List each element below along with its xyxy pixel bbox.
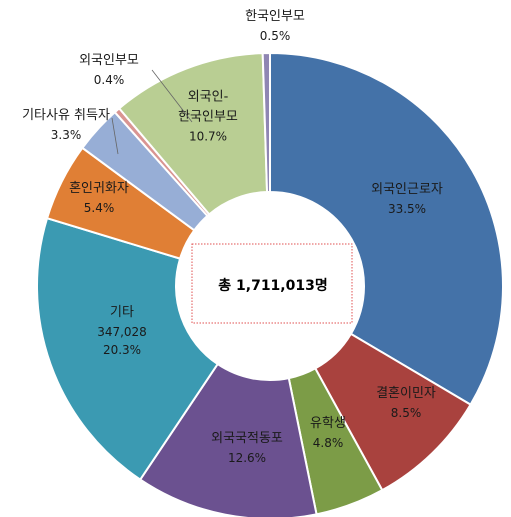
leader-line-6 (111, 117, 119, 155)
slice-label-2: 유학생 4.8% (310, 416, 346, 450)
slice-value-2: 4.8% (313, 436, 344, 450)
slice-9 (261, 51, 271, 194)
slice-name-1: 결혼이민자 (376, 386, 436, 401)
slice-name-5: 혼인귀화자 (69, 181, 129, 196)
center-label: 총 1,711,013명 (218, 277, 327, 294)
slice-label-5: 혼인귀화자 5.4% (69, 181, 129, 215)
slices-group (36, 51, 504, 517)
slice-value-6: 3.3% (51, 128, 82, 142)
slice-name-6: 기타사유 취득자 (22, 108, 110, 123)
slice-value-0: 33.5% (388, 202, 426, 216)
center-label-box (191, 243, 353, 324)
slice-value-3: 12.6% (228, 451, 266, 465)
slice-name-4: 기타 (110, 305, 134, 320)
slice-name-8-0: 외국인- (188, 90, 229, 105)
slice-label-9: 한국인부모 0.5% (245, 9, 305, 43)
slice-4 (36, 216, 220, 481)
slice-3 (138, 362, 318, 517)
slice-label-6: 기타사유 취득자 3.3% (22, 108, 110, 142)
leader-line-7 (151, 69, 193, 123)
labels-group: 외국인근로자 33.5% 결혼이민자 8.5% 유학생 4.8% 외국국적동포 12.6% 기타… (22, 9, 443, 465)
slice-name-7: 외국인부모 (79, 53, 139, 68)
slice-name-3: 외국국적동포 (211, 431, 283, 446)
slice-0 (269, 51, 504, 406)
slice-value-4: 20.3% (103, 343, 141, 357)
slice-label-8: 외국인- 한국인부모 10.7% (178, 90, 238, 144)
slice-value-5: 5.4% (84, 201, 115, 215)
slice-label-4: 기타 347,028 20.3% (97, 305, 147, 357)
slice-value-1: 8.5% (391, 406, 422, 420)
slice-name-9: 한국인부모 (245, 9, 305, 24)
slice-value-7: 0.4% (94, 73, 125, 87)
slice-name-8-1: 한국인부모 (178, 110, 238, 125)
slice-8 (117, 52, 269, 216)
slice-name-0: 외국인근로자 (371, 182, 443, 197)
slice-label-0: 외국인근로자 33.5% (371, 182, 443, 216)
slice-name-2: 유학생 (310, 416, 346, 431)
slice-value-8: 10.7% (189, 130, 227, 144)
slice-label-1: 결혼이민자 8.5% (376, 386, 436, 420)
slice-count-4: 347,028 (97, 325, 147, 339)
slice-label-3: 외국국적동포 12.6% (211, 431, 283, 465)
slice-label-7: 외국인부모 0.4% (79, 53, 139, 87)
slice-value-9: 0.5% (260, 29, 291, 43)
